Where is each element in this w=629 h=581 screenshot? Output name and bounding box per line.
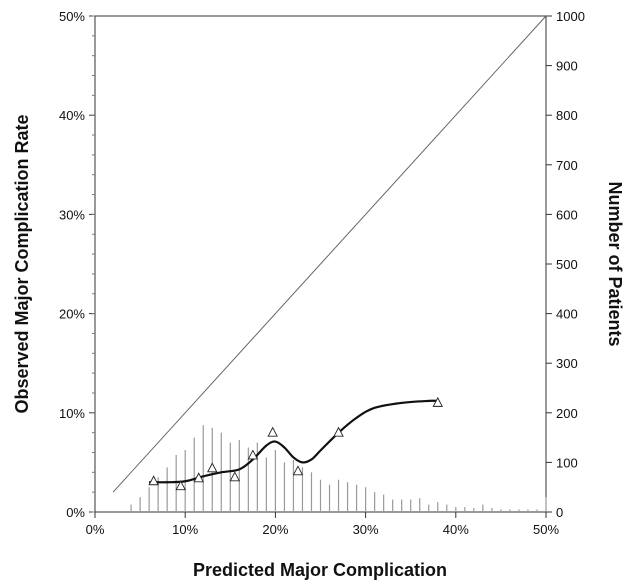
x-axis-title: Predicted Major Complication [193,560,447,580]
y-tick-label: 30% [59,207,85,222]
observed-points-group [148,396,444,491]
x-tick-label: 10% [172,522,198,537]
y2-tick-label: 1000 [556,9,585,24]
x-tick-label: 0% [86,522,105,537]
observed-point [247,449,259,460]
axes: 0% 10% 20% 30% 40% 50% 0% 10% 20% 30% 40% 50% 0 100 20… [59,9,585,537]
y2-tick-label: 100 [556,455,578,470]
observed-point [333,426,344,437]
observed-point [175,480,186,491]
x-tick-label: 30% [353,522,379,537]
smoothed-curve [149,399,438,484]
observed-point [207,462,218,473]
observed-point [292,465,304,476]
x-tick-label: 20% [262,522,288,537]
y2-tick-label: 300 [556,356,578,371]
x-tick-label: 40% [443,522,469,537]
y2-tick-label: 200 [556,406,578,421]
y-axis-title: Observed Major Complication Rate [12,114,32,413]
y-tick-label: 40% [59,108,85,123]
observed-point [267,426,278,437]
observed-point [229,471,241,482]
x-tick-label: 50% [533,522,559,537]
y2-tick-label: 700 [556,158,578,173]
y2-tick-label: 0 [556,505,563,520]
reference-line [112,15,547,493]
y-tick-label: 0% [66,505,85,520]
smoothed-curve-group [149,399,438,484]
y2-tick-label: 500 [556,257,578,272]
y-tick-label: 20% [59,307,85,322]
y2-tick-label: 400 [556,307,578,322]
y2-tick-label: 900 [556,59,578,74]
reference-line-group [112,15,547,493]
y2-axis-title: Number of Patients [605,181,625,346]
observed-point [432,396,444,407]
y-tick-label: 50% [59,9,85,24]
observed-point [148,475,159,486]
y2-tick-label: 800 [556,108,578,123]
y2-tick-label: 600 [556,207,578,222]
y-tick-label: 10% [59,406,85,421]
observed-point [193,472,204,483]
